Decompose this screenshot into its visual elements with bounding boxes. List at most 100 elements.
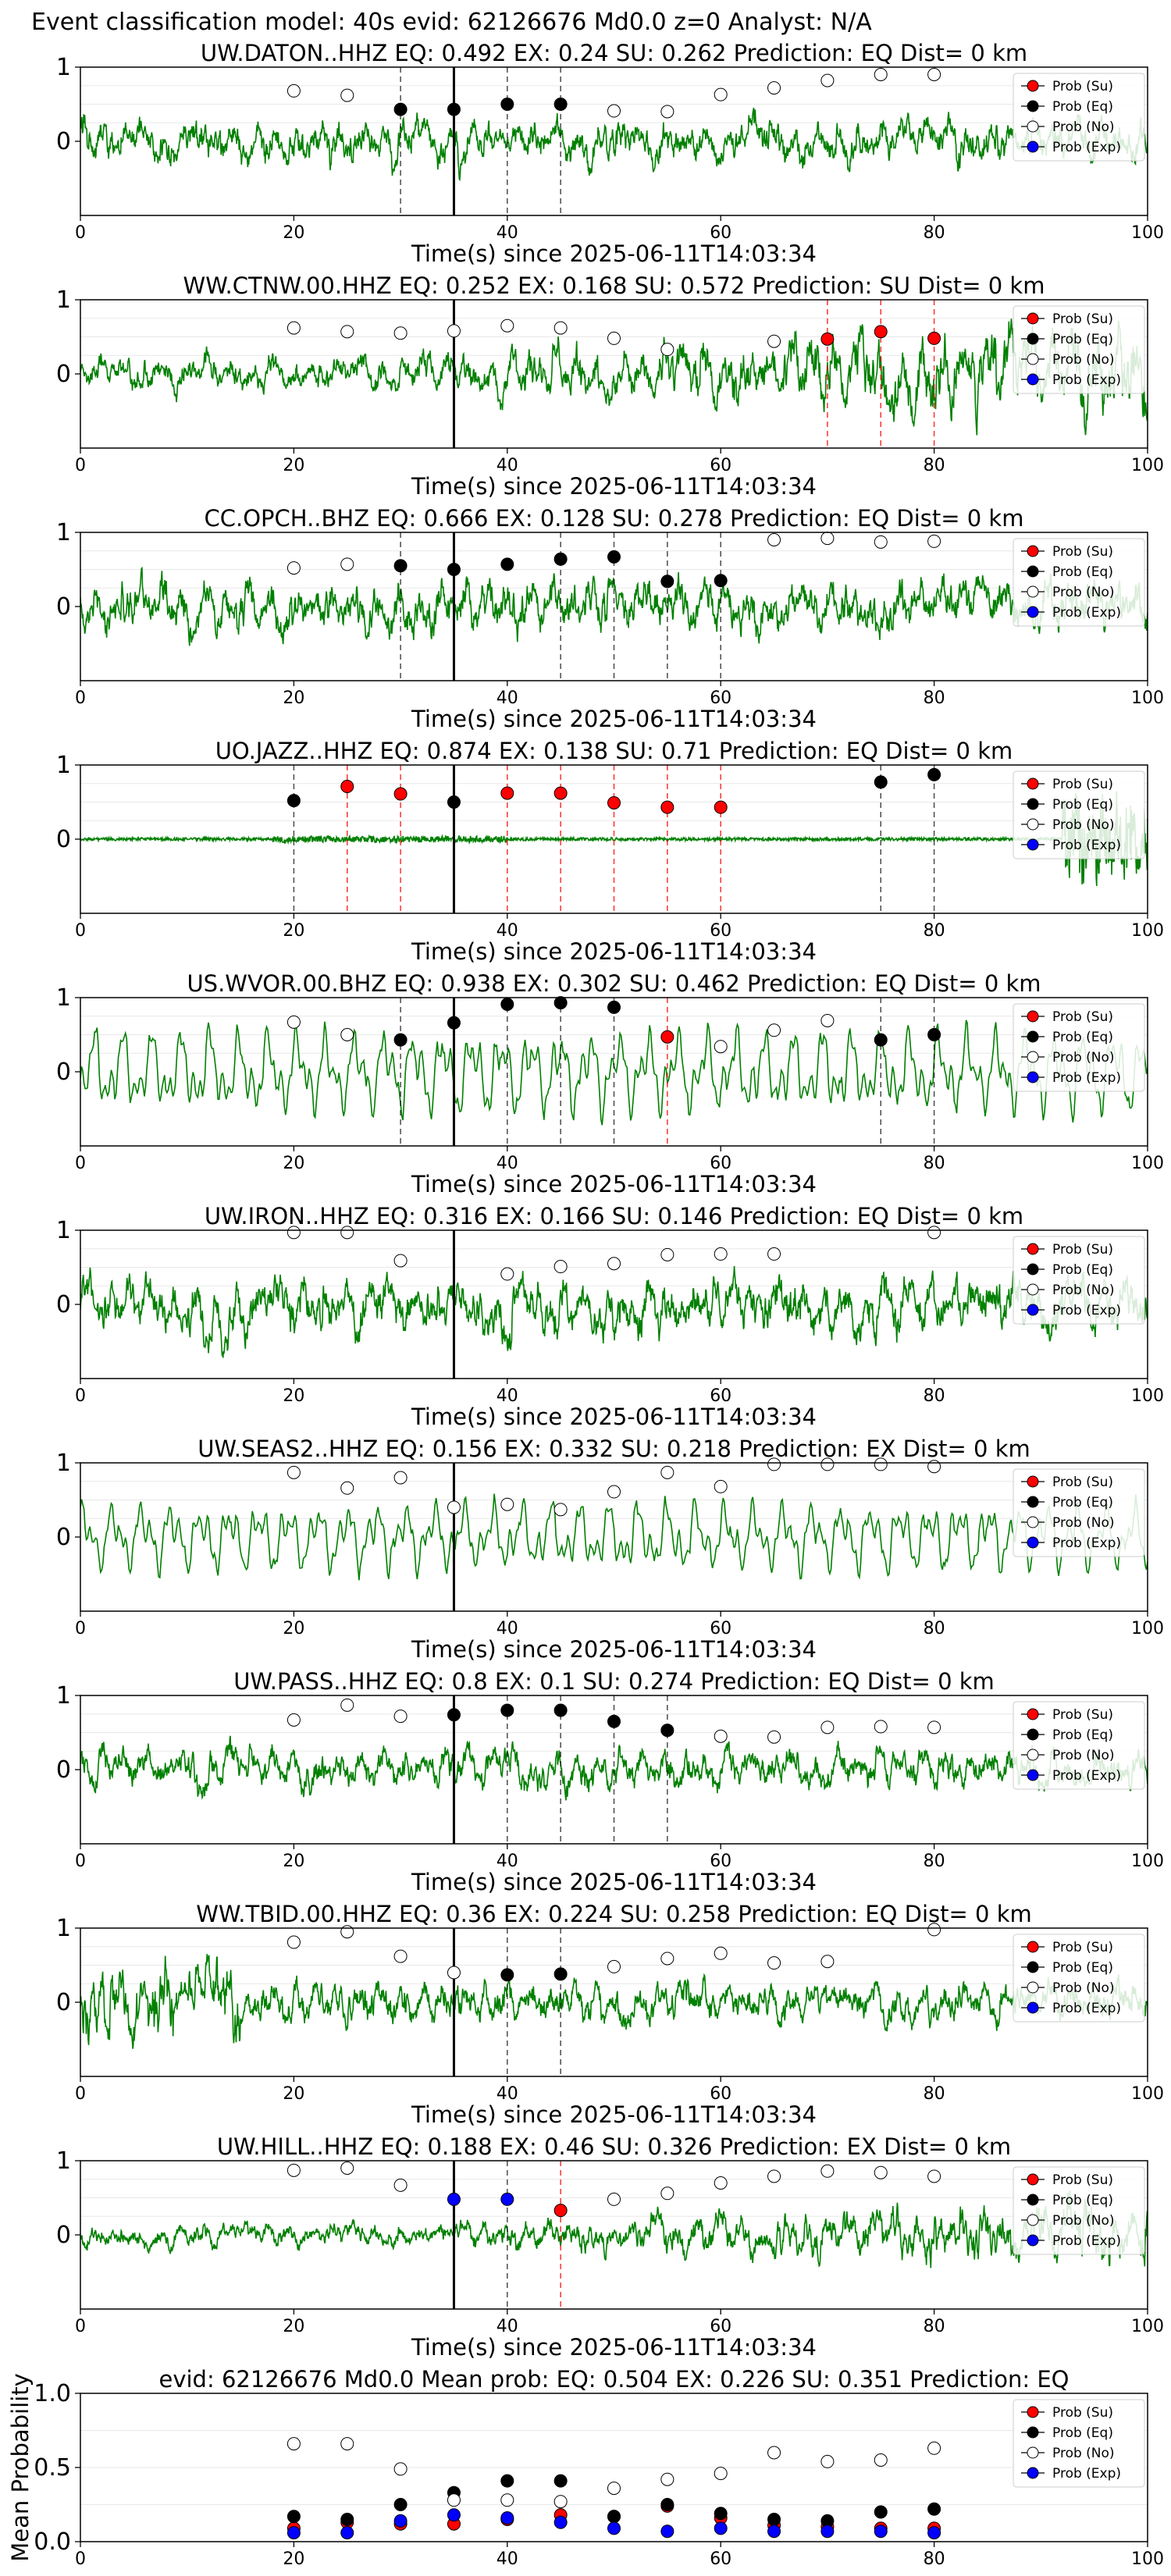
legend-marker-eq [1027,1728,1039,1741]
prob-eq-point [767,2513,781,2526]
subplot-title: UW.SEAS2..HHZ EQ: 0.156 EX: 0.332 SU: 0.… [198,1436,1030,1462]
prob-eq-point [447,102,461,116]
prob-eq-point [447,1016,461,1030]
x-tick-label: 80 [924,2549,945,2569]
legend-marker-no [1027,353,1039,365]
prob-no-point [820,73,835,87]
prob-no-point [927,2169,941,2183]
legend-label: Prob (Exp) [1052,2233,1121,2249]
legend-marker-eq [1027,798,1039,810]
x-tick-label: 60 [710,2084,731,2104]
y-tick-label: 1 [56,519,71,546]
prob-no-point [714,1479,728,1493]
y-tick-label: 1 [56,1682,71,1710]
legend: Prob (Su) Prob (Eq) Prob (No) Prob (Exp) [1013,1701,1145,1790]
legend-marker-su [1027,777,1039,790]
x-axis-label: Time(s) since 2025-06-11T14:03:34 [411,1404,817,1430]
prob-no-point [447,1500,461,1514]
prob-eq-point [393,1033,408,1047]
legend-label: Prob (Su) [1052,311,1113,327]
x-tick-label: 80 [924,1619,945,1638]
prob-no-point [767,81,781,95]
x-tick-label: 100 [1131,1619,1164,1638]
prob-no-point [714,1946,728,1960]
y-axis-label: Mean Probability [7,2373,34,2562]
prob-su-point [500,786,514,800]
x-axis-label: Time(s) since 2025-06-11T14:03:34 [411,1636,817,1663]
legend-label: Prob (Exp) [1052,2001,1121,2016]
prob-eq-point [393,102,408,116]
legend: Prob (Su) Prob (Eq) Prob (No) Prob (Exp) [1013,770,1145,859]
prob-eq-point [447,795,461,809]
prob-su-point [553,2204,568,2218]
prob-no-point [714,1247,728,1261]
prob-su-point [820,332,835,346]
legend-marker-no [1027,2446,1039,2459]
prob-no-point [340,2161,354,2175]
prob-no-point [340,325,354,339]
prob-eq-point [553,98,568,111]
prob-no-point [607,1485,621,1499]
legend-box [1013,1003,1145,1092]
legend-label: Prob (No) [1052,2446,1115,2461]
x-tick-label: 0 [75,1852,86,1871]
prob-eq-point [660,575,674,589]
prob-no-point [714,2467,728,2481]
prob-eq-point [927,2502,941,2516]
legend-marker-exp [1027,1071,1039,1083]
x-tick-label: 60 [710,1154,731,1173]
prob-exp-point [607,2521,621,2535]
x-axis-label: Time(s) since 2025-06-11T14:03:34 [411,938,817,965]
prob-no-point [874,2165,888,2179]
prob-eq-point [927,767,941,781]
prob-no-point [767,1247,781,1261]
legend: Prob (Su) Prob (Eq) Prob (No) Prob (Exp) [1013,1236,1145,1325]
x-tick-label: 20 [283,1386,304,1406]
prob-exp-point [927,2526,941,2540]
prob-exp-point [287,2526,301,2540]
x-axis-label: Time(s) since 2025-06-11T14:03:34 [411,706,817,732]
prob-no-point [767,2169,781,2183]
y-tick-label: 0 [56,826,71,853]
prob-no-point [287,1465,301,1479]
x-tick-label: 100 [1131,223,1164,243]
x-tick-label: 0 [75,2317,86,2336]
x-tick-label: 40 [497,688,518,708]
legend-box [1013,305,1145,394]
legend-marker-su [1027,545,1039,557]
axes-frame [80,1927,1148,2077]
legend-label: Prob (Eq) [1052,797,1113,813]
prob-no-point [874,1457,888,1471]
legend-box [1013,1236,1145,1325]
prob-no-point [927,534,941,548]
x-tick-label: 40 [497,1386,518,1406]
legend-marker-eq [1027,2426,1039,2439]
prob-no-point [287,1935,301,1949]
prob-no-point [607,1257,621,1271]
prob-su-point [714,800,728,814]
subplot: US.WVOR.00.BHZ EQ: 0.938 EX: 0.302 SU: 0… [56,970,1164,1197]
prob-no-point [553,321,568,335]
y-tick-label: 0.0 [34,2528,71,2556]
legend-label: Prob (Su) [1052,1475,1113,1490]
legend: Prob (Su) Prob (Eq) Prob (No) Prob (Exp) [1013,305,1145,394]
legend-label: Prob (No) [1052,585,1115,600]
legend-marker-exp [1027,2234,1039,2247]
prob-no-point [553,2495,568,2509]
x-tick-label: 20 [283,921,304,941]
legend-marker-no [1027,818,1039,831]
prob-exp-point [553,2515,568,2529]
x-tick-label: 80 [924,1852,945,1871]
legend-label: Prob (Su) [1052,1242,1113,1258]
x-axis-label: Time(s) since 2025-06-11T14:03:34 [411,2334,817,2361]
prob-eq-point [607,1714,621,1728]
x-tick-label: 40 [497,1619,518,1638]
legend-marker-su [1027,1243,1039,1255]
prob-no-point [767,533,781,546]
x-tick-label: 60 [710,456,731,475]
prob-eq-point [287,2510,301,2524]
legend-label: Prob (Su) [1052,777,1113,792]
legend-marker-exp [1027,606,1039,618]
x-tick-label: 20 [283,688,304,708]
prob-no-point [767,1730,781,1744]
